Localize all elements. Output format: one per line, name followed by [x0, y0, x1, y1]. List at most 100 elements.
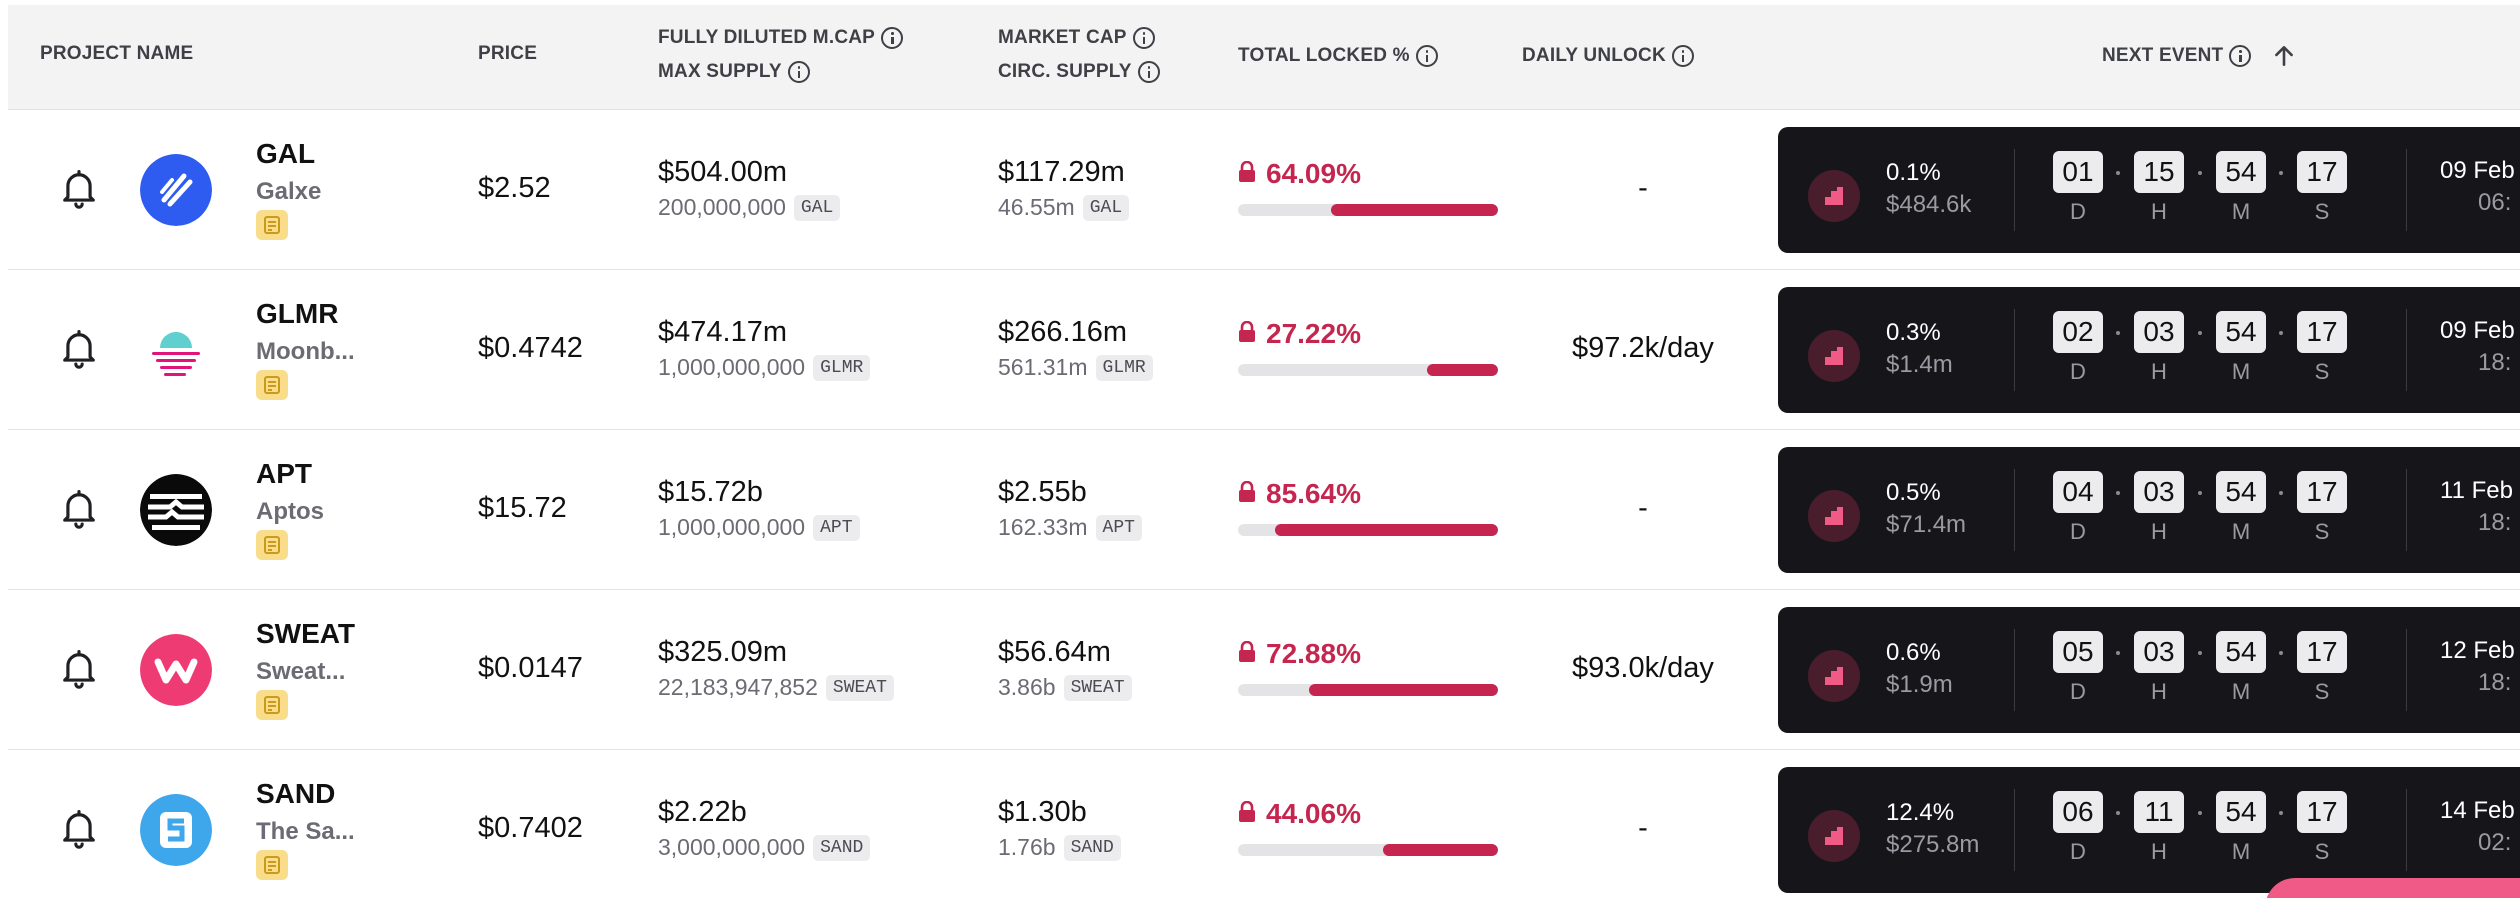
separator-dot [2198, 491, 2202, 495]
floating-action-button[interactable] [2265, 878, 2520, 898]
project-symbol[interactable]: SWEAT [256, 618, 356, 649]
countdown-hours: 15 H [2133, 151, 2185, 225]
header-total-locked[interactable]: TOTAL LOCKED % [1238, 39, 1438, 73]
daily-unlock-value: $97.2k/day [1572, 332, 1714, 364]
countdown-seconds-value: 17 [2297, 631, 2347, 673]
lock-icon [1238, 478, 1256, 510]
countdown-seconds-unit: S [2314, 359, 2330, 384]
event-date: 09 Feb [2440, 157, 2515, 184]
total-locked-value: 72.88% [1266, 638, 1361, 669]
countdown-hours: 11 H [2133, 791, 2185, 865]
lock-icon [1238, 638, 1256, 670]
lock-icon [1238, 318, 1256, 350]
countdown-days-value: 04 [2053, 471, 2103, 513]
bell-icon[interactable] [60, 488, 98, 530]
header-daily-unlock[interactable]: DAILY UNLOCK [1522, 39, 1694, 73]
countdown-hours-unit: H [2151, 679, 2167, 704]
info-icon[interactable] [2229, 45, 2252, 67]
market-cap-value: $117.29m [998, 156, 1125, 188]
event-value: $484.6k [1886, 191, 1972, 218]
header-fdv-max-supply[interactable]: FULLY DILUTED M.CAP MAX SUPPLY [658, 21, 904, 89]
countdown-days: 06 D [2052, 791, 2104, 865]
project-name[interactable]: The Sa... [256, 818, 355, 845]
countdown-hours-unit: H [2151, 359, 2167, 384]
countdown-days-unit: D [2070, 199, 2086, 224]
project-name[interactable]: Aptos [256, 498, 324, 525]
countdown-hours: 03 H [2133, 471, 2185, 545]
daily-unlock-value: - [1638, 812, 1648, 844]
countdown-days: 05 D [2052, 631, 2104, 705]
total-locked: 64.09% [1238, 158, 1361, 190]
project-symbol[interactable]: SAND [256, 778, 336, 809]
countdown-minutes-value: 54 [2216, 791, 2266, 833]
project-symbol[interactable]: GAL [256, 138, 316, 169]
table-row[interactable]: GAL Galxe $2.52 $504.00m 200,000,000 GAL… [8, 110, 2520, 270]
token-tag: SWEAT [825, 674, 894, 701]
info-icon[interactable] [1137, 61, 1160, 83]
bell-icon[interactable] [60, 168, 98, 210]
total-locked: 27.22% [1238, 318, 1361, 350]
next-event-card[interactable]: 0.3% $1.4m 02 D 03 H 54 M 17 S [1778, 287, 2520, 413]
info-icon[interactable] [1415, 45, 1438, 67]
countdown-seconds-value: 17 [2297, 151, 2347, 193]
countdown-minutes-unit: M [2231, 359, 2251, 384]
countdown-days: 01 D [2052, 151, 2104, 225]
circ-supply-value: 46.55m [998, 194, 1075, 220]
next-event-card[interactable]: 0.6% $1.9m 05 D 03 H 54 M 17 S [1778, 607, 2520, 733]
table-header: PROJECT NAME PRICE FULLY DILUTED M.CAP M… [8, 5, 2520, 110]
header-next-event[interactable]: NEXT EVENT [2102, 39, 2297, 73]
next-event-card[interactable]: 12.4% $275.8m 06 D 11 H 54 M 17 S [1778, 767, 2520, 893]
total-locked: 72.88% [1238, 638, 1361, 670]
separator-dot [2279, 811, 2283, 815]
header-project-name[interactable]: PROJECT NAME [40, 43, 194, 64]
table-row[interactable]: SAND The Sa... $0.7402 $2.22b 3,000,000,… [8, 750, 2520, 898]
next-event-card[interactable]: 0.1% $484.6k 01 D 15 H 54 M 17 S [1778, 127, 2520, 253]
countdown-minutes: 54 M [2215, 791, 2267, 865]
event-percent: 12.4% [1886, 799, 1955, 826]
bell-icon[interactable] [60, 648, 98, 690]
document-icon[interactable] [256, 210, 288, 240]
document-icon[interactable] [256, 850, 288, 880]
info-icon[interactable] [881, 27, 904, 49]
info-icon[interactable] [1132, 27, 1155, 49]
countdown-seconds-unit: S [2314, 679, 2330, 704]
countdown-hours: 03 H [2133, 311, 2185, 385]
project-symbol[interactable]: GLMR [256, 298, 339, 329]
separator-dot [2198, 331, 2202, 335]
document-icon[interactable] [256, 690, 288, 720]
separator-dot [2279, 651, 2283, 655]
separator-dot [2198, 811, 2202, 815]
unlock-chart-icon [1808, 170, 1860, 222]
header-mcap-circ-supply[interactable]: MARKET CAP CIRC. SUPPLY [998, 21, 1160, 89]
separator-dot [2279, 491, 2283, 495]
document-icon[interactable] [256, 530, 288, 560]
market-cap-value: $1.30b [998, 796, 1087, 828]
countdown-seconds-unit: S [2314, 199, 2330, 224]
info-icon[interactable] [787, 61, 810, 83]
countdown-seconds-unit: S [2314, 839, 2330, 864]
event-date: 12 Feb [2440, 637, 2515, 664]
unlock-chart-icon [1808, 490, 1860, 542]
table-row[interactable]: APT Aptos $15.72 $15.72b 1,000,000,000 A… [8, 430, 2520, 590]
separator-dot [2198, 171, 2202, 175]
table-row[interactable]: SWEAT Sweat... $0.0147 $325.09m 22,183,9… [8, 590, 2520, 750]
total-locked: 44.06% [1238, 798, 1361, 830]
info-icon[interactable] [1671, 45, 1694, 67]
arrow-up-icon[interactable] [2271, 43, 2297, 69]
separator-dot [2116, 171, 2120, 175]
document-icon[interactable] [256, 370, 288, 400]
countdown-minutes-unit: M [2231, 679, 2251, 704]
table-row[interactable]: GLMR Moonb... $0.4742 $474.17m 1,000,000… [8, 270, 2520, 430]
project-symbol[interactable]: APT [256, 458, 312, 489]
project-name[interactable]: Moonb... [256, 338, 355, 365]
bell-icon[interactable] [60, 328, 98, 370]
bell-icon[interactable] [60, 808, 98, 850]
next-event-card[interactable]: 0.5% $71.4m 04 D 03 H 54 M 17 S [1778, 447, 2520, 573]
project-name[interactable]: Galxe [256, 178, 322, 205]
token-tag: APT [1095, 514, 1142, 541]
project-name[interactable]: Sweat... [256, 658, 346, 685]
circ-supply-value: 162.33m [998, 514, 1088, 540]
token-tag: GLMR [1095, 354, 1153, 381]
header-circ-label: CIRC. SUPPLY [998, 61, 1132, 82]
header-price[interactable]: PRICE [478, 43, 538, 64]
